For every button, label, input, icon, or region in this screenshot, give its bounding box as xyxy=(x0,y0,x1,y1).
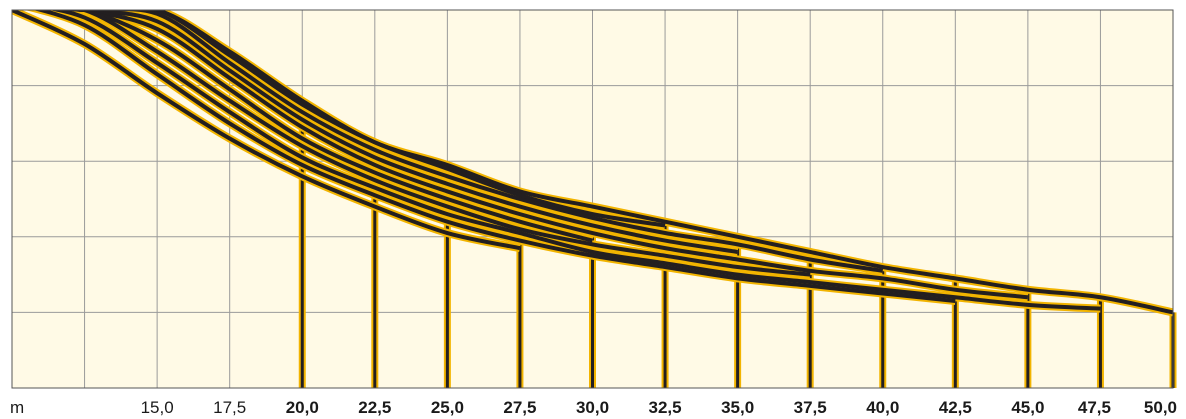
curve-10 xyxy=(12,10,521,251)
x-tick-label: 20,0 xyxy=(286,398,319,417)
curve-6 xyxy=(75,10,594,243)
curve-1 xyxy=(60,10,1173,315)
x-tick-label: 47,5 xyxy=(1078,398,1111,417)
curve-2 xyxy=(60,10,666,228)
x-tick-label: 17,5 xyxy=(213,398,246,417)
x-tick-label: 22,5 xyxy=(358,398,391,417)
x-tick-label: 25,0 xyxy=(431,398,464,417)
x-axis-tick-labels: m 15,0 17,5 20,0 22,5 25,0 27,5 30,0 32,5 35,0 37,… xyxy=(10,398,1177,417)
curve-4 xyxy=(67,10,738,254)
x-tick-label: 32,5 xyxy=(649,398,682,417)
curves xyxy=(12,10,1173,317)
x-tick-label: 50,0 xyxy=(1144,398,1177,417)
x-tick-label: 15,0 xyxy=(141,398,174,417)
x-tick-label: 45,0 xyxy=(1011,398,1044,417)
curve-7 xyxy=(77,10,811,277)
x-tick-label: 30,0 xyxy=(576,398,609,417)
x-unit-label: m xyxy=(10,398,24,417)
curve-8 xyxy=(48,10,1101,311)
x-tick-label: 42,5 xyxy=(939,398,972,417)
curve-9 xyxy=(33,10,956,304)
x-tick-label: 40,0 xyxy=(866,398,899,417)
curve-5 xyxy=(71,10,1029,300)
plot-frame xyxy=(11,9,1174,389)
curve-3 xyxy=(62,10,884,273)
x-tick-label: 35,0 xyxy=(721,398,754,417)
x-tick-label: 37,5 xyxy=(794,398,827,417)
x-tick-label: 27,5 xyxy=(503,398,536,417)
